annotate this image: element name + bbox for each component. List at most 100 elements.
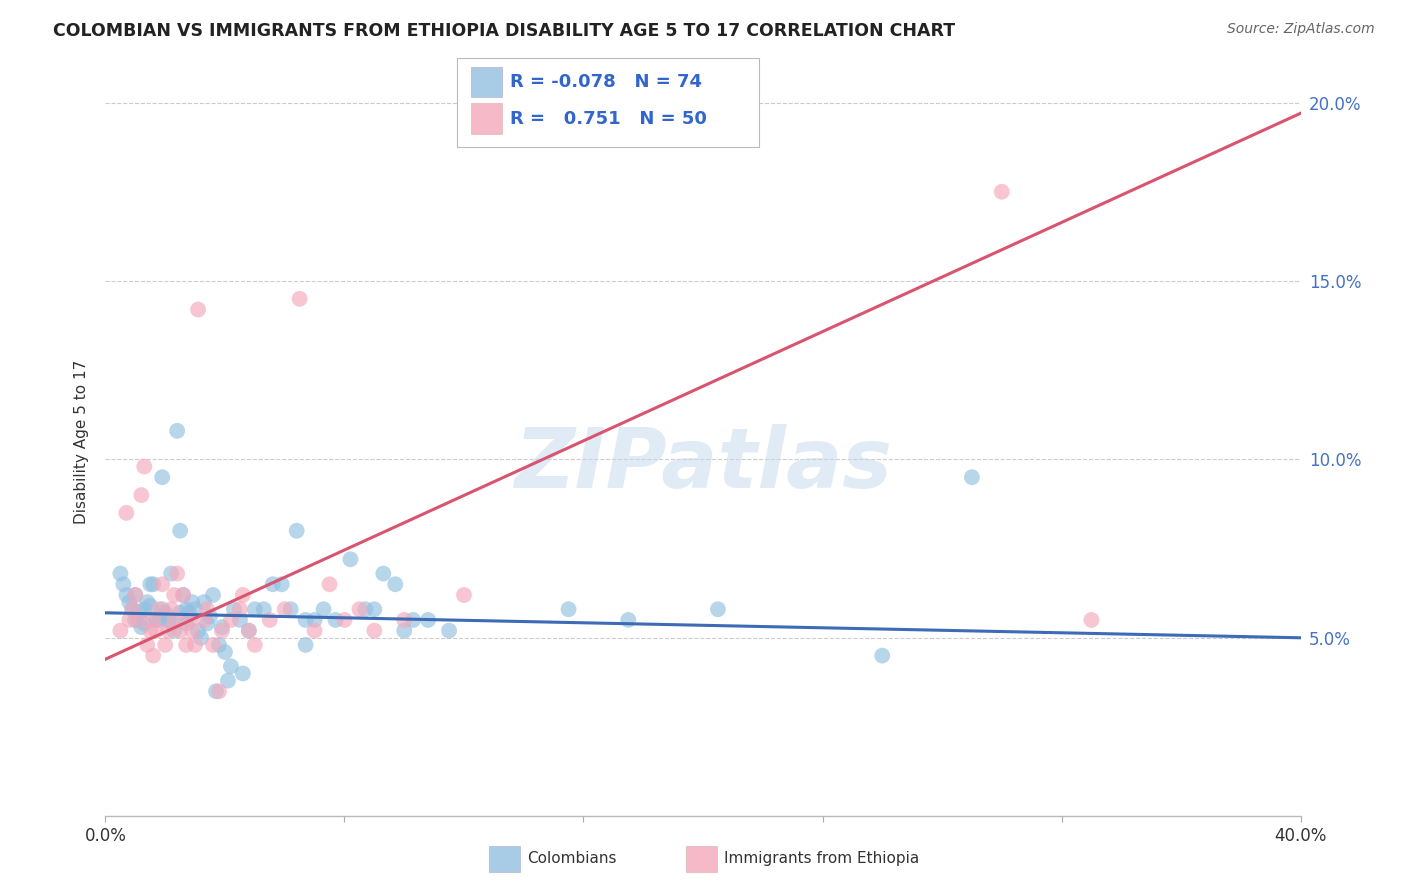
Point	[142, 613, 165, 627]
Point	[110, 624, 132, 638]
Point	[294, 613, 316, 627]
Point	[163, 613, 186, 627]
Point	[193, 595, 215, 609]
Point	[169, 524, 191, 538]
Point	[960, 470, 983, 484]
Point	[184, 602, 207, 616]
Point	[142, 577, 165, 591]
Point	[136, 595, 159, 609]
Point	[219, 613, 242, 627]
Point	[402, 613, 425, 627]
Point	[202, 588, 225, 602]
Point	[155, 606, 177, 620]
Point	[160, 566, 183, 581]
Point	[177, 613, 201, 627]
Point	[160, 602, 183, 616]
Point	[181, 595, 204, 609]
Point	[174, 638, 197, 652]
Point	[172, 588, 194, 602]
Point	[134, 602, 156, 616]
Point	[142, 648, 165, 663]
Point	[238, 624, 260, 638]
Point	[453, 588, 475, 602]
Point	[127, 613, 149, 627]
Point	[208, 638, 231, 652]
Point	[217, 673, 239, 688]
Point	[110, 566, 132, 581]
Point	[118, 595, 141, 609]
Point	[262, 577, 284, 591]
Point	[339, 552, 361, 566]
Point	[136, 638, 159, 652]
Point	[195, 602, 218, 616]
Point	[115, 506, 138, 520]
Point	[872, 648, 894, 663]
Point	[312, 602, 335, 616]
Y-axis label: Disability Age 5 to 17: Disability Age 5 to 17	[75, 359, 90, 524]
Point	[115, 588, 138, 602]
Point	[205, 684, 228, 698]
Point	[333, 613, 356, 627]
Point	[155, 638, 177, 652]
Text: ZIPatlas: ZIPatlas	[515, 424, 891, 505]
Point	[394, 613, 416, 627]
Point	[187, 624, 209, 638]
Point	[214, 645, 236, 659]
Point	[243, 602, 266, 616]
Point	[418, 613, 440, 627]
Point	[294, 638, 316, 652]
Point	[270, 577, 292, 591]
Text: R = -0.078   N = 74: R = -0.078 N = 74	[510, 73, 703, 91]
Point	[707, 602, 730, 616]
Point	[243, 638, 266, 652]
Point	[124, 588, 146, 602]
Point	[363, 602, 385, 616]
Point	[145, 624, 167, 638]
Point	[232, 666, 254, 681]
Point	[134, 459, 156, 474]
Point	[174, 616, 197, 631]
Point	[437, 624, 460, 638]
Point	[157, 613, 180, 627]
Point	[160, 616, 183, 631]
Point	[166, 424, 188, 438]
Point	[229, 602, 252, 616]
Point	[211, 620, 233, 634]
Point	[127, 606, 149, 620]
Point	[121, 602, 143, 616]
Point	[990, 185, 1012, 199]
Point	[238, 624, 260, 638]
Point	[190, 631, 212, 645]
Point	[354, 602, 377, 616]
Point	[177, 606, 201, 620]
Point	[112, 577, 135, 591]
Point	[208, 684, 231, 698]
Point	[134, 616, 156, 631]
Point	[150, 602, 173, 616]
Point	[145, 613, 167, 627]
Point	[193, 613, 215, 627]
Point	[166, 566, 188, 581]
Point	[195, 616, 218, 631]
Point	[139, 599, 162, 613]
Point	[198, 609, 221, 624]
Point	[304, 624, 326, 638]
Point	[129, 488, 153, 502]
Point	[118, 613, 141, 627]
Point	[172, 588, 194, 602]
Point	[181, 624, 204, 638]
Point	[139, 624, 162, 638]
Text: Immigrants from Ethiopia: Immigrants from Ethiopia	[724, 851, 920, 865]
Point	[557, 602, 579, 616]
Point	[124, 588, 146, 602]
Point	[288, 292, 311, 306]
Point	[253, 602, 276, 616]
Text: Colombians: Colombians	[527, 851, 617, 865]
Point	[150, 577, 173, 591]
Point	[1080, 613, 1102, 627]
Point	[148, 602, 170, 616]
Point	[169, 606, 191, 620]
Point	[232, 588, 254, 602]
Point	[394, 624, 416, 638]
Point	[124, 613, 146, 627]
